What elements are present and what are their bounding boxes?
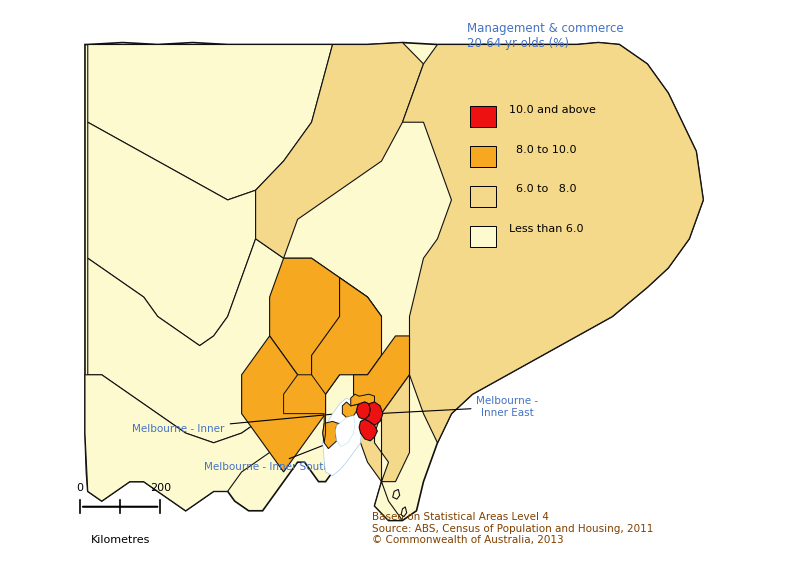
Polygon shape	[365, 402, 383, 425]
Polygon shape	[335, 416, 355, 447]
Polygon shape	[88, 45, 333, 200]
Polygon shape	[242, 336, 326, 472]
Text: Melbourne - Inner South: Melbourne - Inner South	[203, 430, 362, 472]
Polygon shape	[342, 402, 359, 418]
Polygon shape	[255, 42, 424, 258]
Polygon shape	[374, 414, 402, 520]
FancyBboxPatch shape	[470, 226, 496, 247]
FancyBboxPatch shape	[470, 186, 496, 207]
Polygon shape	[322, 421, 340, 449]
Polygon shape	[393, 489, 400, 499]
Text: 0: 0	[77, 483, 84, 493]
Polygon shape	[88, 239, 381, 443]
Polygon shape	[402, 42, 703, 443]
FancyBboxPatch shape	[470, 106, 496, 128]
Text: Less than 6.0: Less than 6.0	[509, 224, 583, 234]
Text: Based on Statistical Areas Level 4
Source: ABS, Census of Population and Housing: Based on Statistical Areas Level 4 Sourc…	[372, 512, 654, 545]
Text: 8.0 to 10.0: 8.0 to 10.0	[509, 145, 576, 155]
Text: 10.0 and above: 10.0 and above	[509, 105, 596, 115]
Polygon shape	[354, 336, 409, 414]
Polygon shape	[401, 507, 407, 516]
Polygon shape	[85, 375, 270, 511]
Text: Management & commerce
20-64 yr olds (%): Management & commerce 20-64 yr olds (%)	[467, 22, 623, 50]
Text: 200: 200	[150, 483, 171, 493]
Polygon shape	[88, 122, 255, 346]
Polygon shape	[311, 277, 381, 394]
Text: 6.0 to   8.0: 6.0 to 8.0	[509, 185, 576, 194]
Polygon shape	[354, 375, 409, 481]
Polygon shape	[283, 375, 326, 443]
Polygon shape	[357, 402, 370, 419]
Polygon shape	[85, 42, 703, 520]
Polygon shape	[359, 419, 377, 441]
Text: Kilometres: Kilometres	[90, 534, 150, 545]
FancyBboxPatch shape	[470, 146, 496, 167]
Text: Melbourne - Inner: Melbourne - Inner	[132, 412, 357, 434]
Polygon shape	[270, 258, 381, 394]
Polygon shape	[322, 398, 362, 476]
Text: Melbourne -
Inner East: Melbourne - Inner East	[380, 396, 539, 418]
Polygon shape	[351, 394, 374, 406]
